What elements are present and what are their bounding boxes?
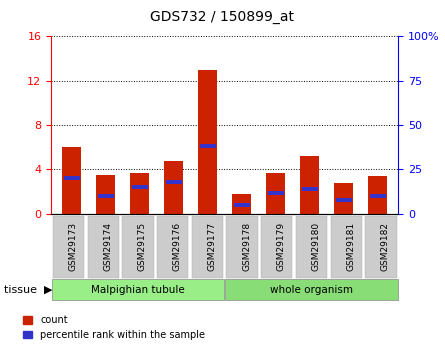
Bar <box>200 145 216 148</box>
Text: Malpighian tubule: Malpighian tubule <box>91 285 185 295</box>
Text: GSM29178: GSM29178 <box>242 222 251 271</box>
Bar <box>232 194 251 214</box>
Text: GSM29176: GSM29176 <box>173 222 182 271</box>
Text: GDS732 / 150899_at: GDS732 / 150899_at <box>150 10 295 24</box>
Bar <box>96 175 115 214</box>
Bar <box>164 161 183 214</box>
Bar <box>166 180 182 184</box>
Bar <box>130 173 149 214</box>
Bar <box>268 191 284 195</box>
Text: GSM29174: GSM29174 <box>103 222 112 271</box>
Text: GSM29180: GSM29180 <box>312 222 320 271</box>
Bar <box>267 173 285 214</box>
Text: GSM29175: GSM29175 <box>138 222 147 271</box>
Bar <box>62 147 81 214</box>
Text: whole organism: whole organism <box>270 285 353 295</box>
Bar <box>234 203 250 207</box>
Bar <box>336 198 352 201</box>
Bar <box>97 194 113 198</box>
Bar <box>335 183 353 214</box>
Text: GSM29177: GSM29177 <box>207 222 216 271</box>
Legend: count, percentile rank within the sample: count, percentile rank within the sample <box>23 315 205 340</box>
Bar <box>198 70 217 214</box>
Bar <box>300 156 319 214</box>
Bar <box>64 176 80 180</box>
Bar <box>368 176 387 214</box>
Text: tissue  ▶: tissue ▶ <box>4 285 53 295</box>
Bar <box>302 187 318 191</box>
Bar <box>370 194 386 198</box>
Text: GSM29181: GSM29181 <box>346 222 355 271</box>
Text: GSM29182: GSM29182 <box>381 222 390 271</box>
Text: GSM29173: GSM29173 <box>69 222 77 271</box>
Text: GSM29179: GSM29179 <box>277 222 286 271</box>
Bar <box>132 185 148 189</box>
